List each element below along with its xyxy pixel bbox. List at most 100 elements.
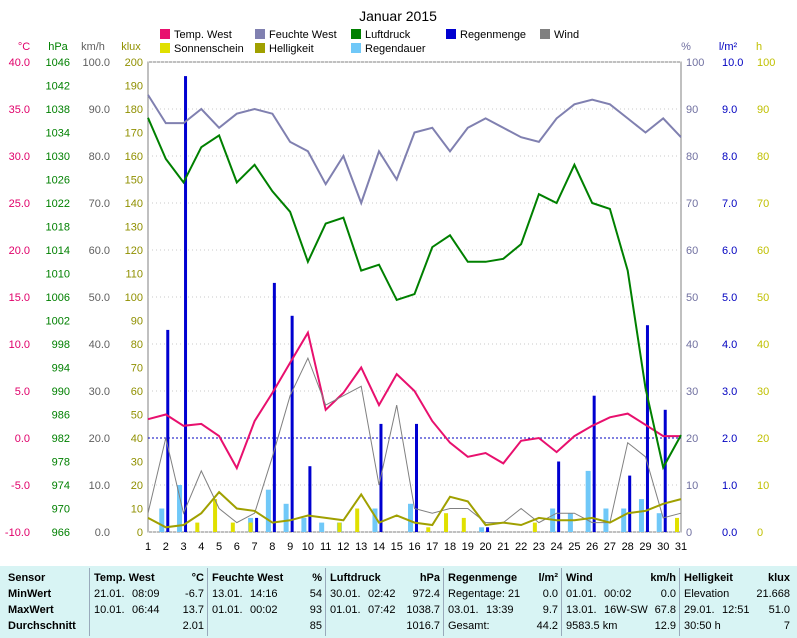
tick-label-rain_lm2: 9.0 <box>722 104 737 116</box>
x-tick-label: 25 <box>568 541 580 553</box>
line-helligkeit <box>147 490 682 529</box>
x-tick-label: 19 <box>462 541 474 553</box>
x-tick-label: 3 <box>180 541 186 553</box>
panel-time: 07:42 <box>368 604 396 616</box>
x-tick-label: 10 <box>302 541 314 553</box>
panel-row-label: Durchschnitt <box>8 620 76 632</box>
bar-sonnenschein <box>195 522 200 532</box>
tick-label-pressure_hpa: 978 <box>52 457 70 469</box>
panel-time: 02:42 <box>368 588 396 600</box>
bar-regendauer <box>283 503 289 532</box>
tick-label-light_klux: 160 <box>125 151 143 163</box>
tick-label-rain_lm2: 5.0 <box>722 292 737 304</box>
legend-label: Helligkeit <box>269 43 314 55</box>
tick-label-pressure_hpa: 1042 <box>46 81 70 93</box>
panel-time: 12:51 <box>722 604 750 616</box>
tick-label-wind_kmh: 30.0 <box>89 386 110 398</box>
tick-label-light_klux: 200 <box>125 57 143 69</box>
x-tick-label: 26 <box>586 541 598 553</box>
panel-time: 00:02 <box>604 588 632 600</box>
panel-header: Wind <box>566 572 593 584</box>
panel-value: 13.7 <box>182 604 204 616</box>
tick-label-temp_c: 5.0 <box>15 386 30 398</box>
tick-label-humidity_pct: 30 <box>686 386 698 398</box>
x-tick-label: 2 <box>163 541 169 553</box>
tick-label-hours_h: 100 <box>757 57 775 69</box>
bar-regendauer <box>479 527 485 532</box>
panel-separator <box>89 568 90 636</box>
tick-label-rain_lm2: 2.0 <box>722 433 737 445</box>
panel-unit: l/m² <box>538 572 558 584</box>
panel-value: 93 <box>309 604 322 616</box>
bar-sonnenschein <box>426 527 431 532</box>
tick-label-hours_h: 60 <box>757 245 769 257</box>
panel-date: 21.01. <box>94 588 125 600</box>
tick-label-temp_c: 40.0 <box>9 57 30 69</box>
panel-separator <box>561 568 562 636</box>
x-tick-label: 14 <box>373 541 385 553</box>
tick-label-humidity_pct: 90 <box>686 104 698 116</box>
bar-regenmenge <box>415 423 418 532</box>
legend-label: Luftdruck <box>365 29 411 41</box>
line-series <box>147 94 682 529</box>
axis-unit-temp_c: °C <box>18 41 30 53</box>
panel-row-label: MaxWert <box>8 604 54 616</box>
tick-label-pressure_hpa: 1026 <box>46 175 70 187</box>
x-tick-label: 23 <box>533 541 545 553</box>
panel-date: 03.01. <box>448 604 479 616</box>
bar-sonnenschein <box>248 522 253 532</box>
x-tick-label: 15 <box>391 541 403 553</box>
bar-regenmenge <box>308 466 312 532</box>
tick-label-light_klux: 20 <box>131 480 143 492</box>
tick-label-temp_c: -10.0 <box>5 527 30 539</box>
legend-label: Regenmenge <box>460 29 526 41</box>
panel-date: 30:50 h <box>684 620 721 632</box>
tick-label-pressure_hpa: 982 <box>52 433 70 445</box>
panel-value: 7 <box>783 620 790 632</box>
bar-regendauer <box>159 508 165 532</box>
axis-units: °C hPa km/h klux% l/m² h <box>18 41 762 53</box>
tick-label-light_klux: 10 <box>131 504 143 516</box>
x-tick-label: 17 <box>426 541 438 553</box>
legend-swatch <box>255 29 265 39</box>
tick-label-light_klux: 110 <box>125 269 143 281</box>
tick-label-wind_kmh: 60.0 <box>89 245 110 257</box>
panel-time: 14:16 <box>250 588 278 600</box>
tick-label-humidity_pct: 60 <box>686 245 698 257</box>
legend-label: Wind <box>554 29 579 41</box>
tick-label-pressure_hpa: 974 <box>52 480 70 492</box>
tick-label-temp_c: 0.0 <box>15 433 30 445</box>
legend-label: Sonnenschein <box>174 43 244 55</box>
tick-label-light_klux: 0 <box>137 527 143 539</box>
tick-label-temp_c: 20.0 <box>9 245 30 257</box>
tick-label-humidity_pct: 0 <box>686 527 692 539</box>
panel-value: 54 <box>309 588 322 600</box>
line-wind <box>147 356 682 524</box>
bar-regenmenge <box>645 325 649 532</box>
tick-label-humidity_pct: 50 <box>686 292 698 304</box>
tick-label-wind_kmh: 20.0 <box>89 433 110 445</box>
panel-unit: hPa <box>419 572 440 584</box>
tick-label-light_klux: 60 <box>131 386 143 398</box>
panel-value: 0.0 <box>660 588 676 600</box>
bar-sonnenschein <box>337 522 342 532</box>
x-tick-label: 21 <box>497 541 509 553</box>
tick-label-light_klux: 140 <box>125 198 143 210</box>
bar-series <box>159 76 679 532</box>
bar-regendauer <box>319 522 325 532</box>
tick-label-hours_h: 70 <box>757 198 769 210</box>
tick-label-rain_lm2: 10.0 <box>722 57 743 69</box>
statistics-panel: Sensor MinWert MaxWert Durchschnitt Temp. We… <box>0 566 797 638</box>
x-tick-label: 6 <box>234 541 240 553</box>
panel-separator <box>679 568 680 636</box>
x-tick-label: 28 <box>622 541 634 553</box>
tick-label-rain_lm2: 7.0 <box>722 198 737 210</box>
tick-label-humidity_pct: 100 <box>686 57 704 69</box>
panel-date: 9583.5 km <box>566 620 618 632</box>
tick-label-pressure_hpa: 1018 <box>46 222 70 234</box>
bar-regenmenge <box>486 527 490 532</box>
axis-unit-wind_kmh: km/h <box>81 41 105 53</box>
panel-separator <box>207 568 208 636</box>
tick-label-light_klux: 30 <box>131 457 143 469</box>
panel-value: 21.668 <box>756 588 790 600</box>
